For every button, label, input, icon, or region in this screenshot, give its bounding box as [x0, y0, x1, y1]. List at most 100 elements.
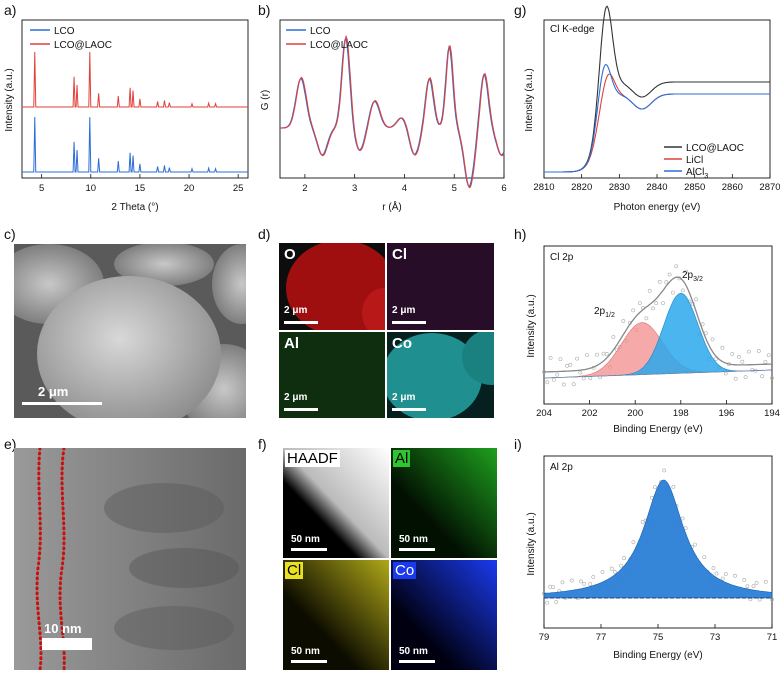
- xps-al2p-point: [545, 600, 550, 605]
- xps-al2p-point: [631, 540, 636, 545]
- xps-al2p-point: [582, 581, 587, 586]
- pdf-series-lco-laoc: [280, 34, 505, 189]
- xps-al2p-point: [714, 571, 719, 576]
- xps-al2p-title: Al 2p: [550, 462, 573, 473]
- panel-label-f: f): [258, 436, 267, 452]
- xps-cl2p-point: [575, 356, 579, 361]
- xps-cl2p-point: [581, 376, 586, 381]
- xps-cl2p-point: [661, 301, 665, 306]
- xps-cl2p-point: [568, 362, 573, 367]
- xps-cl2p-peak1-label: 2p1/2: [594, 306, 615, 319]
- xps-cl2p-point: [561, 382, 566, 387]
- xps-cl2p-envelope: [543, 276, 773, 373]
- xps-al2p-point: [613, 570, 617, 574]
- xps-cl2p-point: [565, 363, 570, 368]
- xps-cl2p-point: [585, 353, 589, 358]
- xps-cl2p-peak2-main: 2p: [682, 270, 694, 281]
- stem-scale-bar-al: [399, 548, 435, 551]
- pdf-y-label: G (r): [260, 90, 271, 111]
- eds-al-map: [279, 332, 385, 418]
- eds-label-al: Al: [284, 335, 299, 352]
- pdf-plot-frame: [279, 19, 505, 179]
- xps-al2p-x-label: Binding Energy (eV): [613, 650, 703, 661]
- eds-scale-bar-al: [284, 408, 318, 411]
- xps-cl2p-tick-label: 204: [536, 408, 552, 419]
- stem-label-haadf: HAADF: [285, 450, 340, 467]
- xanes-series-licl: [544, 73, 770, 173]
- xps-cl2p-point: [720, 345, 725, 350]
- xanes-tick-label: 2850: [684, 182, 705, 193]
- xps-cl2p-tick-label: 200: [627, 408, 643, 419]
- xps-al2p-tick-label: 79: [539, 632, 550, 643]
- xps-cl2p-point: [770, 376, 774, 380]
- xps-al2p-point: [569, 578, 574, 583]
- xanes-x-ticks: 2810 2820 2830 2840 2850 2860 2870: [533, 174, 780, 193]
- stem-tile-co: Co 50 nm: [391, 560, 497, 670]
- panel-label-a: a): [4, 2, 17, 18]
- sem-image: 2 μm: [14, 244, 246, 418]
- xps-al2p-peak: [543, 479, 773, 599]
- xps-cl2p-title: Cl 2p: [550, 252, 574, 263]
- xps-al2p-point: [742, 577, 747, 582]
- xps-al2p-point: [763, 579, 768, 584]
- panel-label-c: c): [4, 226, 16, 242]
- eds-scale-cl: 2 μm: [392, 305, 416, 316]
- xanes-tick-label: 2840: [646, 182, 667, 193]
- xps-al2p-point: [754, 581, 759, 585]
- xps-cl2p-point: [733, 376, 738, 381]
- stem-scale-bar-haadf: [291, 548, 327, 551]
- xps-cl2p-point: [601, 351, 606, 356]
- xanes-title: Cl K-edge: [550, 24, 595, 35]
- xps-al2p-point: [554, 600, 559, 604]
- eds-label-cl: Cl: [392, 246, 407, 263]
- xps-cl2p-peak1-sub: 1/2: [605, 312, 615, 319]
- stem-scale-bar-cl: [291, 660, 327, 663]
- pdf-x-ticks: 2 3 4 5 6: [302, 174, 507, 194]
- eds-scale-o: 2 μm: [284, 305, 308, 316]
- xps-cl2p-point: [766, 353, 771, 358]
- xanes-plot-frame: [543, 19, 771, 179]
- eds-cl-map: [387, 243, 494, 330]
- xanes-chart: 2810 2820 2830 2840 2850 2860 2870 Cl K-edge L…: [524, 5, 780, 213]
- sem-scale-bar: [22, 402, 102, 405]
- xps-cl2p-point: [588, 376, 593, 381]
- xps-cl2p-point: [680, 288, 685, 293]
- xps-al2p-point: [671, 484, 676, 489]
- xps-cl2p-point: [555, 372, 560, 377]
- xps-al2p-point: [733, 573, 737, 578]
- xanes-legend-alcl3-main: AlCl: [686, 167, 704, 178]
- xps-cl2p-point: [552, 377, 556, 382]
- eds-tile-co: Co 2 μm: [387, 332, 494, 418]
- xps-al2p-point: [702, 555, 707, 560]
- xrd-x-ticks: 5 10 15 20 25: [39, 174, 243, 194]
- xps-cl2p-point: [763, 360, 768, 364]
- xps-al2p-point: [683, 526, 688, 531]
- pdf-chart: 2 3 4 5 6 LCO LCO@LAOC r (Å) G (r): [260, 19, 507, 213]
- xrd-y-label: Intensity (a.u.): [4, 68, 15, 131]
- xps-cl2p-point: [694, 297, 698, 302]
- xps-cl2p-point: [637, 301, 642, 306]
- xps-al2p-point: [652, 485, 657, 490]
- xanes-tick-label: 2870: [759, 182, 780, 193]
- xps-al2p-point: [609, 566, 614, 571]
- xps-cl2p-frame: [543, 245, 773, 405]
- xps-al2p-point: [745, 584, 750, 589]
- xps-cl2p-point: [760, 374, 765, 379]
- xps-cl2p-point: [713, 357, 718, 362]
- eds-scale-al: 2 μm: [284, 392, 308, 403]
- xps-cl2p-point: [730, 352, 735, 356]
- xanes-legend-alcl3: AlCl3: [686, 167, 708, 180]
- stem-label-co: Co: [393, 562, 417, 579]
- eds-scale-bar-cl: [392, 321, 426, 324]
- xps-al2p-point: [600, 570, 605, 574]
- hrtem-texture: [14, 448, 246, 670]
- panel-label-b: b): [258, 2, 271, 18]
- sem-particles: [14, 244, 246, 418]
- xps-al2p-tick-label: 75: [653, 632, 664, 643]
- xanes-tick-label: 2830: [609, 182, 630, 193]
- xrd-legend-lco: LCO: [54, 26, 75, 37]
- xps-cl2p-point: [647, 288, 652, 293]
- xps-cl2p-point: [740, 359, 745, 364]
- xrd-legend-lco-laoc: LCO@LAOC: [54, 40, 112, 51]
- xps-cl2p-point: [595, 352, 599, 357]
